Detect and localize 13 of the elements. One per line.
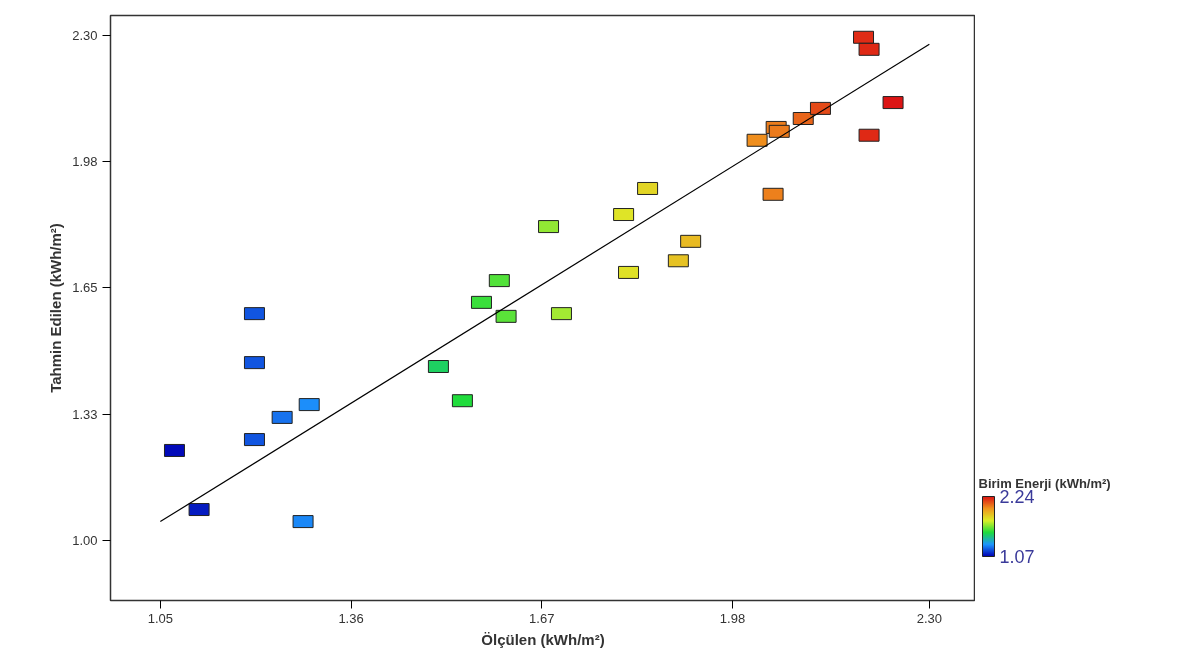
x-tick-label: 1.98	[719, 610, 746, 626]
color-bar-label: 1.07	[999, 547, 1035, 567]
x-tick-label: 1.05	[147, 610, 173, 626]
y-tick-label: 1.33	[72, 406, 98, 422]
y-tick-label: 1.65	[72, 280, 98, 296]
x-tick-label: 2.30	[916, 610, 943, 626]
y-tick-label: 1.00	[72, 533, 98, 549]
y-axis-title: Tahmin Edilen (kWh/m²)	[47, 223, 65, 393]
x-tick-label: 1.36	[338, 610, 364, 626]
x-tick-label: 1.67	[529, 610, 555, 626]
x-axis-title: Ölçülen (kWh/m²)	[481, 630, 605, 648]
y-tick-label: 2.30	[72, 27, 98, 43]
y-tick-label: 1.98	[72, 154, 98, 170]
